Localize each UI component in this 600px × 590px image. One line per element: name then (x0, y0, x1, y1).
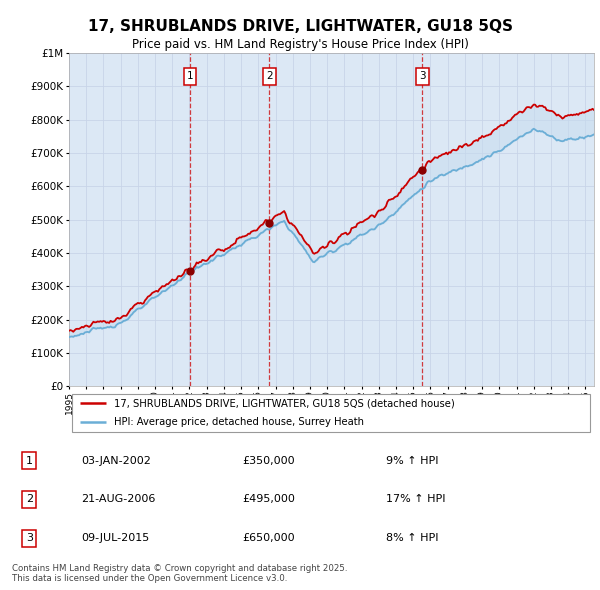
Text: 17% ↑ HPI: 17% ↑ HPI (386, 494, 446, 504)
Text: 21-AUG-2006: 21-AUG-2006 (81, 494, 155, 504)
Text: £495,000: £495,000 (242, 494, 295, 504)
Text: 3: 3 (26, 533, 33, 543)
Text: HPI: Average price, detached house, Surrey Heath: HPI: Average price, detached house, Surr… (113, 417, 364, 427)
Text: 1: 1 (187, 71, 193, 81)
Text: 17, SHRUBLANDS DRIVE, LIGHTWATER, GU18 5QS: 17, SHRUBLANDS DRIVE, LIGHTWATER, GU18 5… (88, 19, 512, 34)
Text: £650,000: £650,000 (242, 533, 295, 543)
Text: 8% ↑ HPI: 8% ↑ HPI (386, 533, 439, 543)
Text: 2: 2 (26, 494, 33, 504)
Text: Price paid vs. HM Land Registry's House Price Index (HPI): Price paid vs. HM Land Registry's House … (131, 38, 469, 51)
Text: 1: 1 (26, 456, 33, 466)
Text: 2: 2 (266, 71, 272, 81)
Text: £350,000: £350,000 (242, 456, 295, 466)
Text: 09-JUL-2015: 09-JUL-2015 (81, 533, 149, 543)
Text: Contains HM Land Registry data © Crown copyright and database right 2025.
This d: Contains HM Land Registry data © Crown c… (12, 564, 347, 583)
Text: 03-JAN-2002: 03-JAN-2002 (81, 456, 151, 466)
Text: 9% ↑ HPI: 9% ↑ HPI (386, 456, 439, 466)
FancyBboxPatch shape (71, 394, 590, 431)
Text: 3: 3 (419, 71, 425, 81)
Text: 17, SHRUBLANDS DRIVE, LIGHTWATER, GU18 5QS (detached house): 17, SHRUBLANDS DRIVE, LIGHTWATER, GU18 5… (113, 398, 454, 408)
